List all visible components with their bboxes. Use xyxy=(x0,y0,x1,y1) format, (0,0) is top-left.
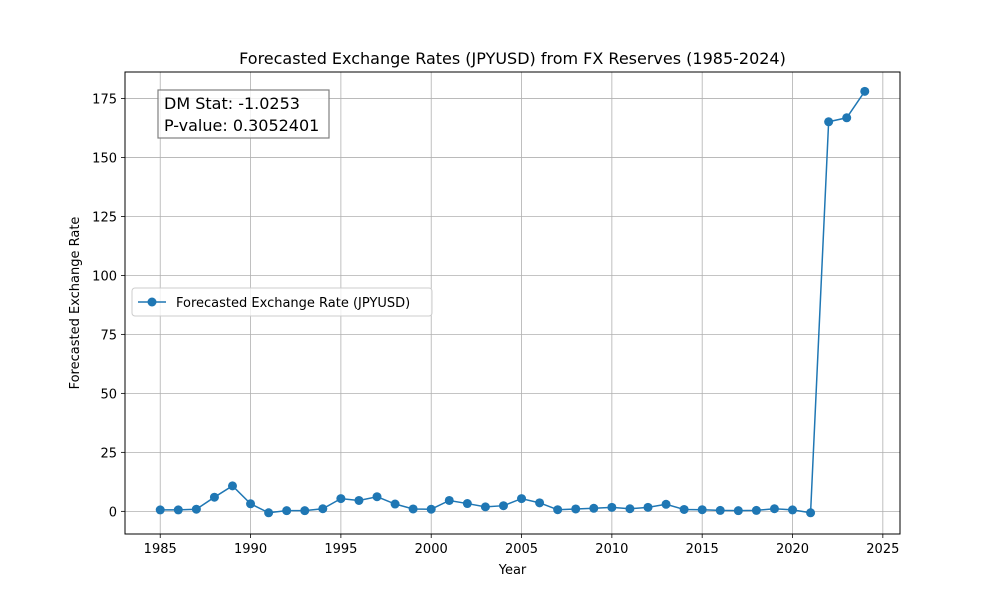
y-tick-label: 100 xyxy=(92,269,117,284)
data-point xyxy=(191,504,201,514)
annotation-box: DM Stat: -1.0253 P-value: 0.3052401 xyxy=(157,89,330,139)
data-point xyxy=(498,501,508,511)
chart-title: Forecasted Exchange Rates (JPYUSD) from … xyxy=(239,49,786,68)
y-tick-label: 25 xyxy=(100,446,117,461)
x-tick-label: 2005 xyxy=(505,542,538,557)
dm-stat-text: DM Stat: -1.0253 xyxy=(164,94,300,113)
annotation-frame xyxy=(157,89,330,139)
p-value-text: P-value: 0.3052401 xyxy=(164,116,319,135)
y-tick-label: 50 xyxy=(100,387,117,402)
data-point xyxy=(246,499,256,509)
data-point xyxy=(679,504,689,514)
x-tick-label: 2020 xyxy=(776,542,809,557)
data-point xyxy=(769,504,779,514)
x-tick-label: 2015 xyxy=(686,542,719,557)
data-point xyxy=(462,499,472,509)
data-point xyxy=(643,502,653,512)
data-point xyxy=(842,113,852,123)
x-axis-title: Year xyxy=(498,563,527,578)
legend-frame xyxy=(131,287,433,317)
data-point xyxy=(860,86,870,96)
data-point xyxy=(390,499,400,509)
x-tick-label: 2000 xyxy=(415,542,448,557)
legend-marker-swatch xyxy=(147,297,157,307)
y-tick-label: 75 xyxy=(100,328,117,343)
data-point xyxy=(751,505,761,515)
data-point xyxy=(318,504,328,514)
data-point xyxy=(733,506,743,516)
y-tick-label: 150 xyxy=(92,151,117,166)
data-point xyxy=(354,495,364,505)
series-layer xyxy=(155,86,870,518)
data-point xyxy=(155,505,165,515)
data-point xyxy=(480,502,490,512)
data-point xyxy=(535,498,545,508)
data-point xyxy=(697,505,707,515)
y-tick-label: 125 xyxy=(92,210,117,225)
data-point xyxy=(209,492,219,502)
plot-frame xyxy=(124,71,901,535)
data-point xyxy=(336,494,346,504)
data-point xyxy=(607,502,617,512)
data-point xyxy=(264,508,274,518)
y-axis-ticks: 0 25 50 75 100 125 150 175 xyxy=(92,92,125,520)
x-axis-ticks: 1985 1990 1995 2000 2005 2010 2015 2020 2025 xyxy=(144,534,899,557)
data-point xyxy=(408,504,418,514)
x-tick-label: 1995 xyxy=(324,542,357,557)
data-point xyxy=(824,117,834,127)
y-axis-title: Forecasted Exchange Rate xyxy=(68,217,83,390)
legend: Forecasted Exchange Rate (JPYUSD) xyxy=(131,287,433,317)
data-point xyxy=(227,481,237,491)
x-tick-label: 1990 xyxy=(234,542,267,557)
series-line xyxy=(160,90,866,514)
y-tick-label: 175 xyxy=(92,92,117,107)
legend-label: Forecasted Exchange Rate (JPYUSD) xyxy=(176,296,410,311)
data-point xyxy=(282,506,292,516)
data-point xyxy=(300,506,310,516)
data-point xyxy=(444,495,454,505)
data-point xyxy=(426,504,436,514)
x-tick-label: 2010 xyxy=(595,542,628,557)
data-point xyxy=(173,505,183,515)
data-point xyxy=(517,494,527,504)
data-point xyxy=(661,499,671,509)
x-tick-label: 1985 xyxy=(144,542,177,557)
y-tick-label: 0 xyxy=(109,505,117,520)
data-point xyxy=(625,504,635,514)
data-point xyxy=(372,492,382,502)
data-point xyxy=(553,505,563,515)
data-point xyxy=(589,503,599,513)
data-point xyxy=(571,504,581,514)
data-point xyxy=(806,508,816,518)
data-point xyxy=(788,505,798,515)
data-point xyxy=(715,505,725,515)
x-tick-label: 2025 xyxy=(866,542,899,557)
